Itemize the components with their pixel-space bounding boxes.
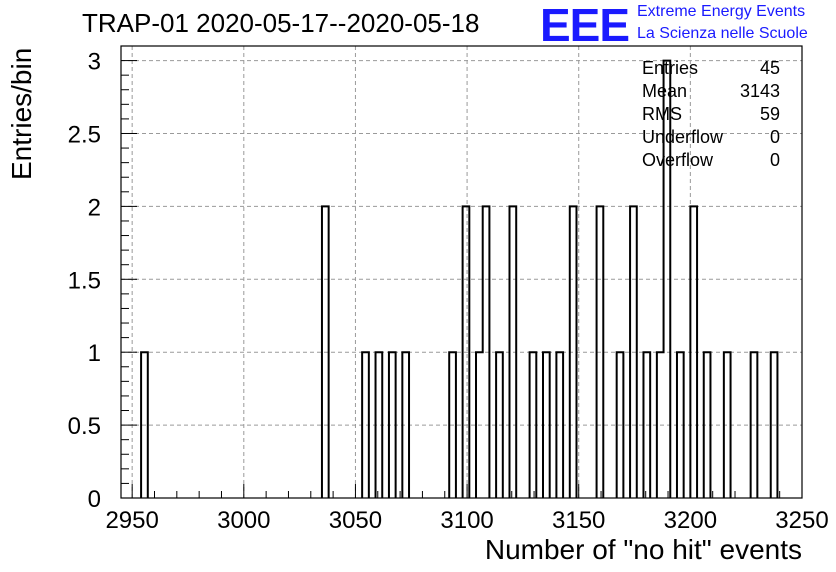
histogram-outline: [140, 59, 779, 498]
y-tick-label: 0.5: [68, 413, 101, 440]
chart-title: TRAP-01 2020-05-17--2020-05-18: [82, 8, 480, 38]
y-tick-label: 1: [88, 340, 101, 367]
x-tick-label: 2950: [105, 507, 158, 534]
x-tick-label: 3100: [440, 507, 493, 534]
logo-line-2: La Scienza nelle Scuole: [637, 25, 808, 42]
x-tick-label: 3050: [329, 507, 382, 534]
stat-value-entries: 45: [759, 58, 780, 78]
stat-row-overflow: Overflow 0: [642, 150, 780, 173]
stat-value-underflow: 0: [769, 127, 780, 147]
x-tick-label: 3000: [217, 507, 270, 534]
y-tick-label: 0: [88, 486, 101, 513]
logo-line-1: Extreme Energy Events: [637, 3, 806, 20]
stat-label-rms: RMS: [642, 104, 682, 124]
stat-row-mean: Mean 3143: [642, 81, 780, 104]
histogram-bars: [140, 59, 779, 498]
stat-row-rms: RMS 59: [642, 104, 780, 127]
stat-row-underflow: Underflow 0: [642, 127, 780, 150]
stat-label-mean: Mean: [642, 81, 688, 101]
stat-label-underflow: Underflow: [642, 127, 724, 147]
stat-value-mean: 3143: [739, 81, 780, 101]
x-tick-label: 3200: [664, 507, 717, 534]
stat-value-rms: 59: [759, 104, 780, 124]
y-tick-label: 1.5: [68, 267, 101, 294]
y-tick-label: 2: [88, 194, 101, 221]
stat-row-entries: Entries 45: [642, 58, 780, 81]
plot-frame: [120, 45, 803, 499]
y-tick-label: 2.5: [68, 121, 101, 148]
tick-labels: 2950 3000 3050 3100 3150 3200 3250 0 0.5 1 1.5 2 2.5…: [68, 49, 829, 534]
y-tick-label: 3: [88, 49, 101, 76]
x-tick-label: 3150: [552, 507, 605, 534]
stat-label-overflow: Overflow: [642, 150, 714, 170]
stat-label-entries: Entries: [642, 58, 699, 78]
eee-logo: EEE: [540, 0, 630, 51]
x-axis-label: Number of "no hit" events: [484, 534, 802, 565]
x-tick-label: 3250: [775, 507, 828, 534]
stat-value-overflow: 0: [769, 150, 780, 170]
stats-box: Entries 45 Mean 3143 RMS 59 Underflow 0 …: [642, 58, 780, 173]
y-axis-label: Entries/bin: [6, 47, 37, 180]
